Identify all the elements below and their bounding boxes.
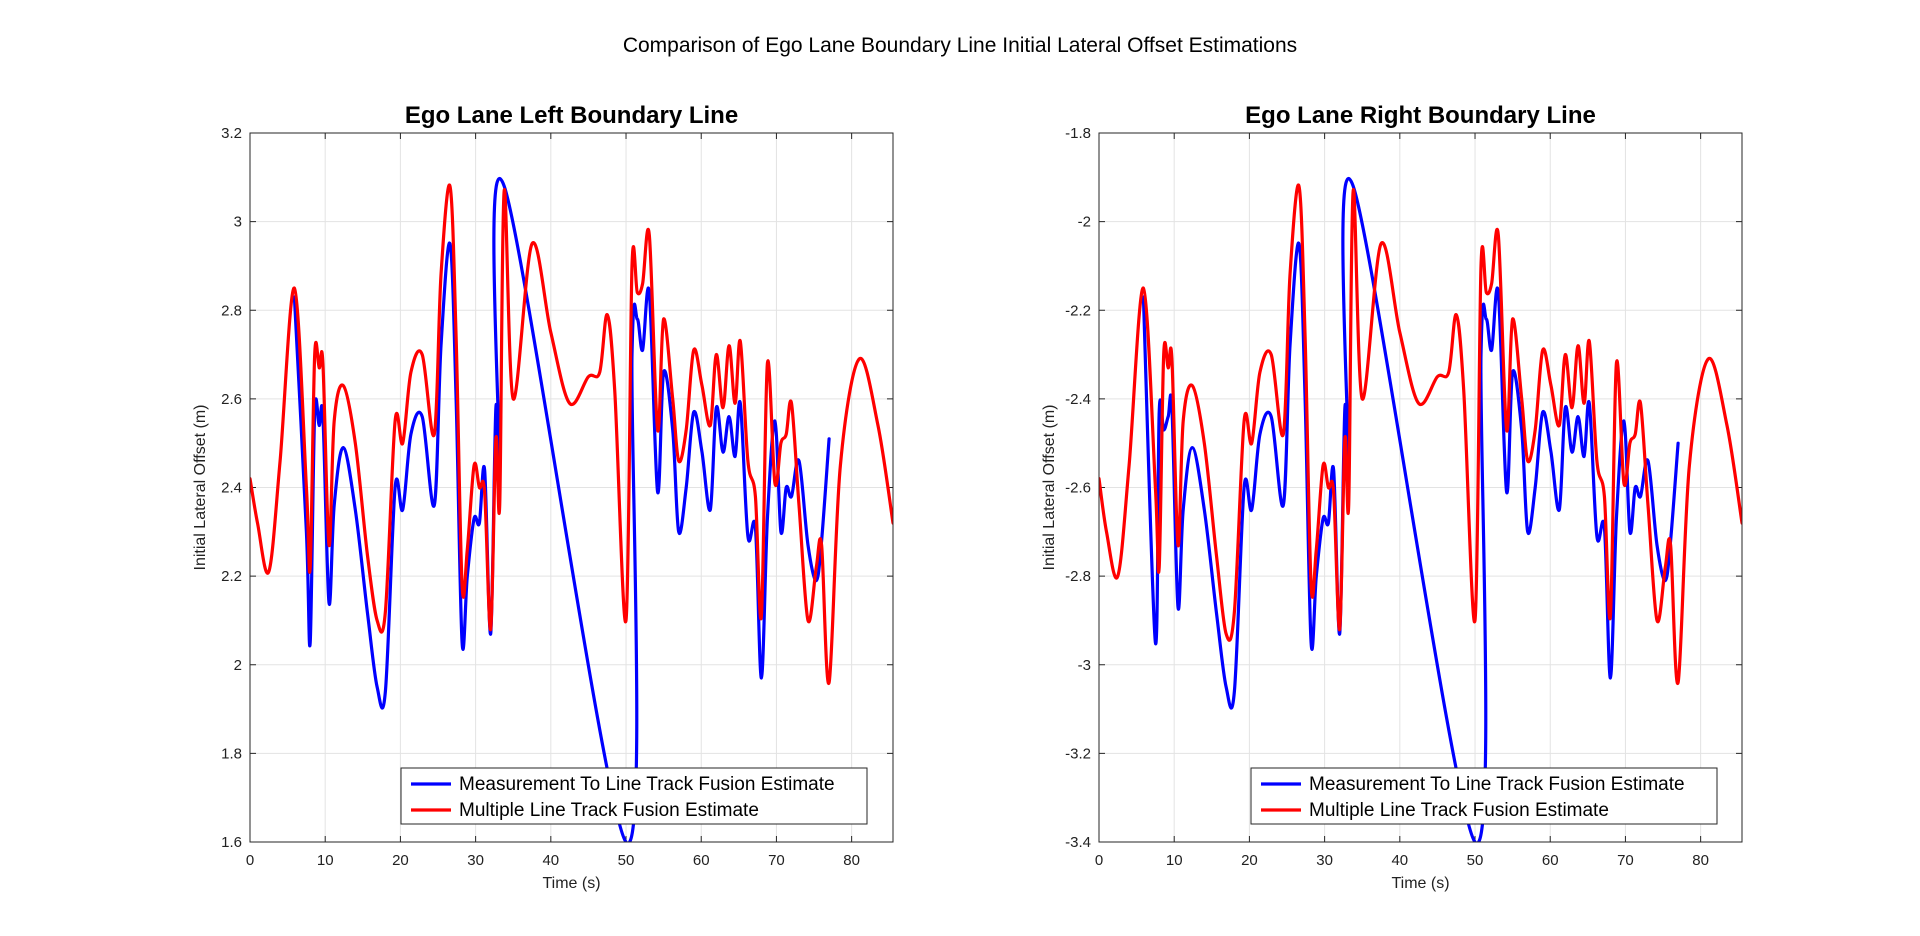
x-tick-label: 30 bbox=[1316, 852, 1333, 869]
chart-right: -3.4 -3.2 -3 -2.8 -2.6 -2.4 -2.2 -2 -1.8 0 10 20 30 4… bbox=[1041, 102, 1743, 892]
y-tick-label: -2.4 bbox=[1065, 391, 1091, 408]
y-tick-label: 1.8 bbox=[221, 745, 242, 762]
x-tick-label: 50 bbox=[618, 852, 635, 869]
y-tick-label: -1.8 bbox=[1065, 125, 1091, 142]
y-tick-label: -2 bbox=[1078, 214, 1091, 231]
legend-box bbox=[1250, 767, 1718, 825]
y-tick-label: 3 bbox=[234, 214, 242, 231]
y-tick-label: -2.2 bbox=[1065, 302, 1091, 319]
y-tick-label: 3.2 bbox=[221, 125, 242, 142]
x-tick-label: 0 bbox=[246, 852, 254, 869]
x-tick-label: 30 bbox=[467, 852, 484, 869]
x-tick-label: 0 bbox=[1095, 852, 1103, 869]
y-tick-label: 2.6 bbox=[221, 391, 242, 408]
x-tick-label: 20 bbox=[1241, 852, 1258, 869]
x-tick-label: 10 bbox=[1166, 852, 1183, 869]
x-tick-label: 60 bbox=[693, 852, 710, 869]
legend-label-measurement: Measurement To Line Track Fusion Estimat… bbox=[1309, 774, 1685, 795]
x-axis-label: Time (s) bbox=[1391, 875, 1449, 892]
x-tick-label: 40 bbox=[1391, 852, 1408, 869]
y-axis-label: Initial Lateral Offset (m) bbox=[192, 405, 209, 571]
x-tick-label: 40 bbox=[542, 852, 559, 869]
x-tick-label: 70 bbox=[768, 852, 785, 869]
x-tick-label: 20 bbox=[392, 852, 409, 869]
x-tick-label: 80 bbox=[1692, 852, 1709, 869]
y-axis-label: Initial Lateral Offset (m) bbox=[1041, 405, 1058, 571]
y-tick-label: 1.6 bbox=[221, 834, 242, 851]
chart-left: 1.6 1.8 2 2.2 2.4 2.6 2.8 3 3.2 0 10 20 30 40 50 60 70 80… bbox=[192, 102, 894, 892]
legend-label-multiple: Multiple Line Track Fusion Estimate bbox=[1309, 800, 1609, 821]
chart-title: Ego Lane Left Boundary Line bbox=[405, 102, 738, 129]
y-tick-label: -2.8 bbox=[1065, 568, 1091, 585]
figure-title: Comparison of Ego Lane Boundary Line Ini… bbox=[622, 34, 1298, 57]
y-tick-label: 2.2 bbox=[221, 568, 242, 585]
axes-frame bbox=[1098, 132, 1743, 843]
y-tick-label: 2 bbox=[234, 657, 242, 674]
y-tick-label: 2.4 bbox=[221, 480, 242, 497]
series-line-measurement bbox=[1141, 176, 1680, 842]
x-tick-label: 80 bbox=[843, 852, 860, 869]
x-tick-label: 70 bbox=[1617, 852, 1634, 869]
series-line-multiple bbox=[1099, 183, 1742, 685]
y-tick-label: -3.4 bbox=[1065, 834, 1091, 851]
series-line-measurement bbox=[292, 176, 831, 842]
legend-box bbox=[400, 767, 868, 825]
axes-frame bbox=[249, 132, 894, 843]
y-tick-label: -2.6 bbox=[1065, 480, 1091, 497]
x-tick-label: 10 bbox=[317, 852, 334, 869]
legend-label-measurement: Measurement To Line Track Fusion Estimat… bbox=[459, 774, 835, 795]
legend: Measurement To Line Track Fusion Estimat… bbox=[1250, 767, 1718, 825]
legend: Measurement To Line Track Fusion Estimat… bbox=[400, 767, 868, 825]
chart-title: Ego Lane Right Boundary Line bbox=[1245, 102, 1596, 129]
series-line-multiple bbox=[250, 183, 893, 685]
x-tick-label: 60 bbox=[1542, 852, 1559, 869]
x-axis-label: Time (s) bbox=[542, 875, 600, 892]
y-tick-label: -3 bbox=[1078, 657, 1091, 674]
legend-label-multiple: Multiple Line Track Fusion Estimate bbox=[459, 800, 759, 821]
y-tick-label: 2.8 bbox=[221, 302, 242, 319]
y-tick-label: -3.2 bbox=[1065, 745, 1091, 762]
x-tick-label: 50 bbox=[1467, 852, 1484, 869]
